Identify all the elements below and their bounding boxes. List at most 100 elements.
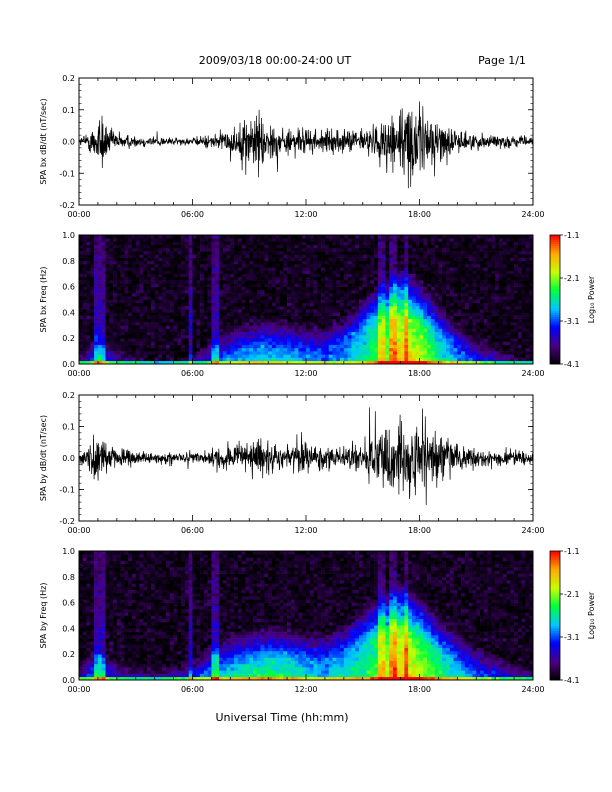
heatmap-cell: [400, 244, 405, 249]
heatmap-cell: [181, 244, 186, 249]
heatmap-cell: [442, 280, 447, 284]
heatmap-cell: [283, 334, 288, 339]
heatmap-cell: [317, 305, 322, 310]
heatmap-cell: [464, 318, 469, 323]
heatmap-cell: [294, 351, 299, 355]
heatmap-cell: [154, 338, 159, 342]
heatmap-cell: [343, 328, 348, 333]
heatmap-cell: [411, 351, 417, 355]
heatmap-cell: [298, 325, 303, 329]
heatmap-cell: [404, 328, 409, 333]
heatmap-cell: [196, 309, 201, 313]
heatmap-cell: [381, 354, 386, 358]
heatmap-cell: [139, 244, 144, 249]
heatmap-cell: [328, 244, 333, 249]
heatmap-cell: [162, 264, 167, 268]
heatmap-cell: [449, 360, 454, 365]
heatmap-cell: [517, 309, 522, 313]
heatmap-cell: [374, 293, 379, 297]
heatmap-cell: [517, 331, 522, 336]
heatmap-cell: [150, 257, 155, 262]
heatmap-cell: [332, 302, 337, 307]
heatmap-cell: [275, 264, 280, 268]
heatmap-cell: [393, 341, 398, 345]
heatmap-cell: [166, 235, 171, 239]
heatmap-cell: [347, 309, 352, 313]
heatmap-cell: [268, 309, 273, 313]
heatmap-cell: [438, 302, 443, 307]
heatmap-cell: [457, 325, 462, 329]
heatmap-cell: [347, 247, 352, 252]
heatmap-cell: [147, 241, 152, 245]
heatmap-cell: [495, 357, 500, 362]
heatmap-cell: [529, 280, 534, 284]
heatmap-cell: [472, 344, 477, 349]
heatmap-cell: [487, 293, 492, 297]
heatmap-cell: [400, 305, 405, 310]
heatmap-cell: [79, 247, 84, 252]
heatmap-cell: [207, 357, 212, 362]
heatmap-cell: [113, 305, 118, 310]
heatmap-cell: [332, 322, 337, 326]
heatmap-cell: [419, 299, 424, 304]
heatmap-cell: [218, 322, 224, 326]
heatmap-cell: [423, 299, 428, 304]
heatmap-cell: [302, 273, 307, 278]
heatmap-cell: [196, 273, 201, 278]
heatmap-cell: [143, 322, 148, 326]
heatmap-cell: [234, 293, 239, 297]
heatmap-cell: [275, 334, 280, 339]
heatmap-cell: [128, 264, 133, 268]
heatmap-cell: [147, 325, 152, 329]
heatmap-cell: [124, 305, 129, 310]
heatmap-cell: [430, 251, 435, 255]
heatmap-cell: [529, 344, 534, 349]
heatmap-cell: [411, 267, 417, 271]
heatmap-cell: [253, 318, 258, 323]
heatmap-cell: [260, 299, 265, 304]
heatmap-cell: [449, 328, 454, 333]
heatmap-cell: [298, 315, 303, 320]
heatmap-cell: [389, 283, 394, 287]
y-tick-label: 0.8: [62, 257, 75, 266]
heatmap-cell: [147, 338, 152, 342]
heatmap-cell: [218, 276, 224, 281]
heatmap-cell: [245, 318, 250, 323]
heatmap-cell: [374, 325, 379, 329]
heatmap-cell: [464, 238, 469, 242]
heatmap-cell: [370, 280, 375, 284]
heatmap-cell: [385, 257, 390, 262]
heatmap-cell: [472, 264, 477, 268]
heatmap-cell: [324, 267, 329, 271]
heatmap-cell: [476, 315, 481, 320]
heatmap-cell: [438, 338, 443, 342]
heatmap-cell: [200, 338, 205, 342]
heatmap-cell: [498, 354, 504, 358]
heatmap-cell: [268, 315, 273, 320]
heatmap-cell: [218, 357, 224, 362]
heatmap-cell: [268, 257, 273, 262]
heatmap-cell: [279, 270, 284, 274]
heatmap-cell: [351, 328, 356, 333]
heatmap-cell: [396, 315, 401, 320]
heatmap-cell: [521, 241, 526, 245]
heatmap-cell: [336, 235, 341, 239]
heatmap-cell: [457, 273, 462, 278]
heatmap-cell: [381, 235, 386, 239]
heatmap-cell: [101, 302, 106, 307]
heatmap-cell: [396, 289, 401, 294]
heatmap-cell: [317, 360, 322, 365]
heatmap-cell: [260, 247, 265, 252]
heatmap-cell: [355, 235, 360, 239]
heatmap-cell: [468, 286, 473, 291]
heatmap-cell: [491, 344, 496, 349]
heatmap-cell: [241, 238, 246, 242]
heatmap-cell: [321, 264, 326, 268]
heatmap-cell: [445, 273, 451, 278]
heatmap-cell: [370, 360, 375, 365]
heatmap-cell: [245, 354, 250, 358]
heatmap-cell: [404, 312, 409, 316]
heatmap-cell: [389, 235, 394, 239]
heatmap-cell: [215, 286, 220, 291]
heatmap-cell: [381, 247, 386, 252]
